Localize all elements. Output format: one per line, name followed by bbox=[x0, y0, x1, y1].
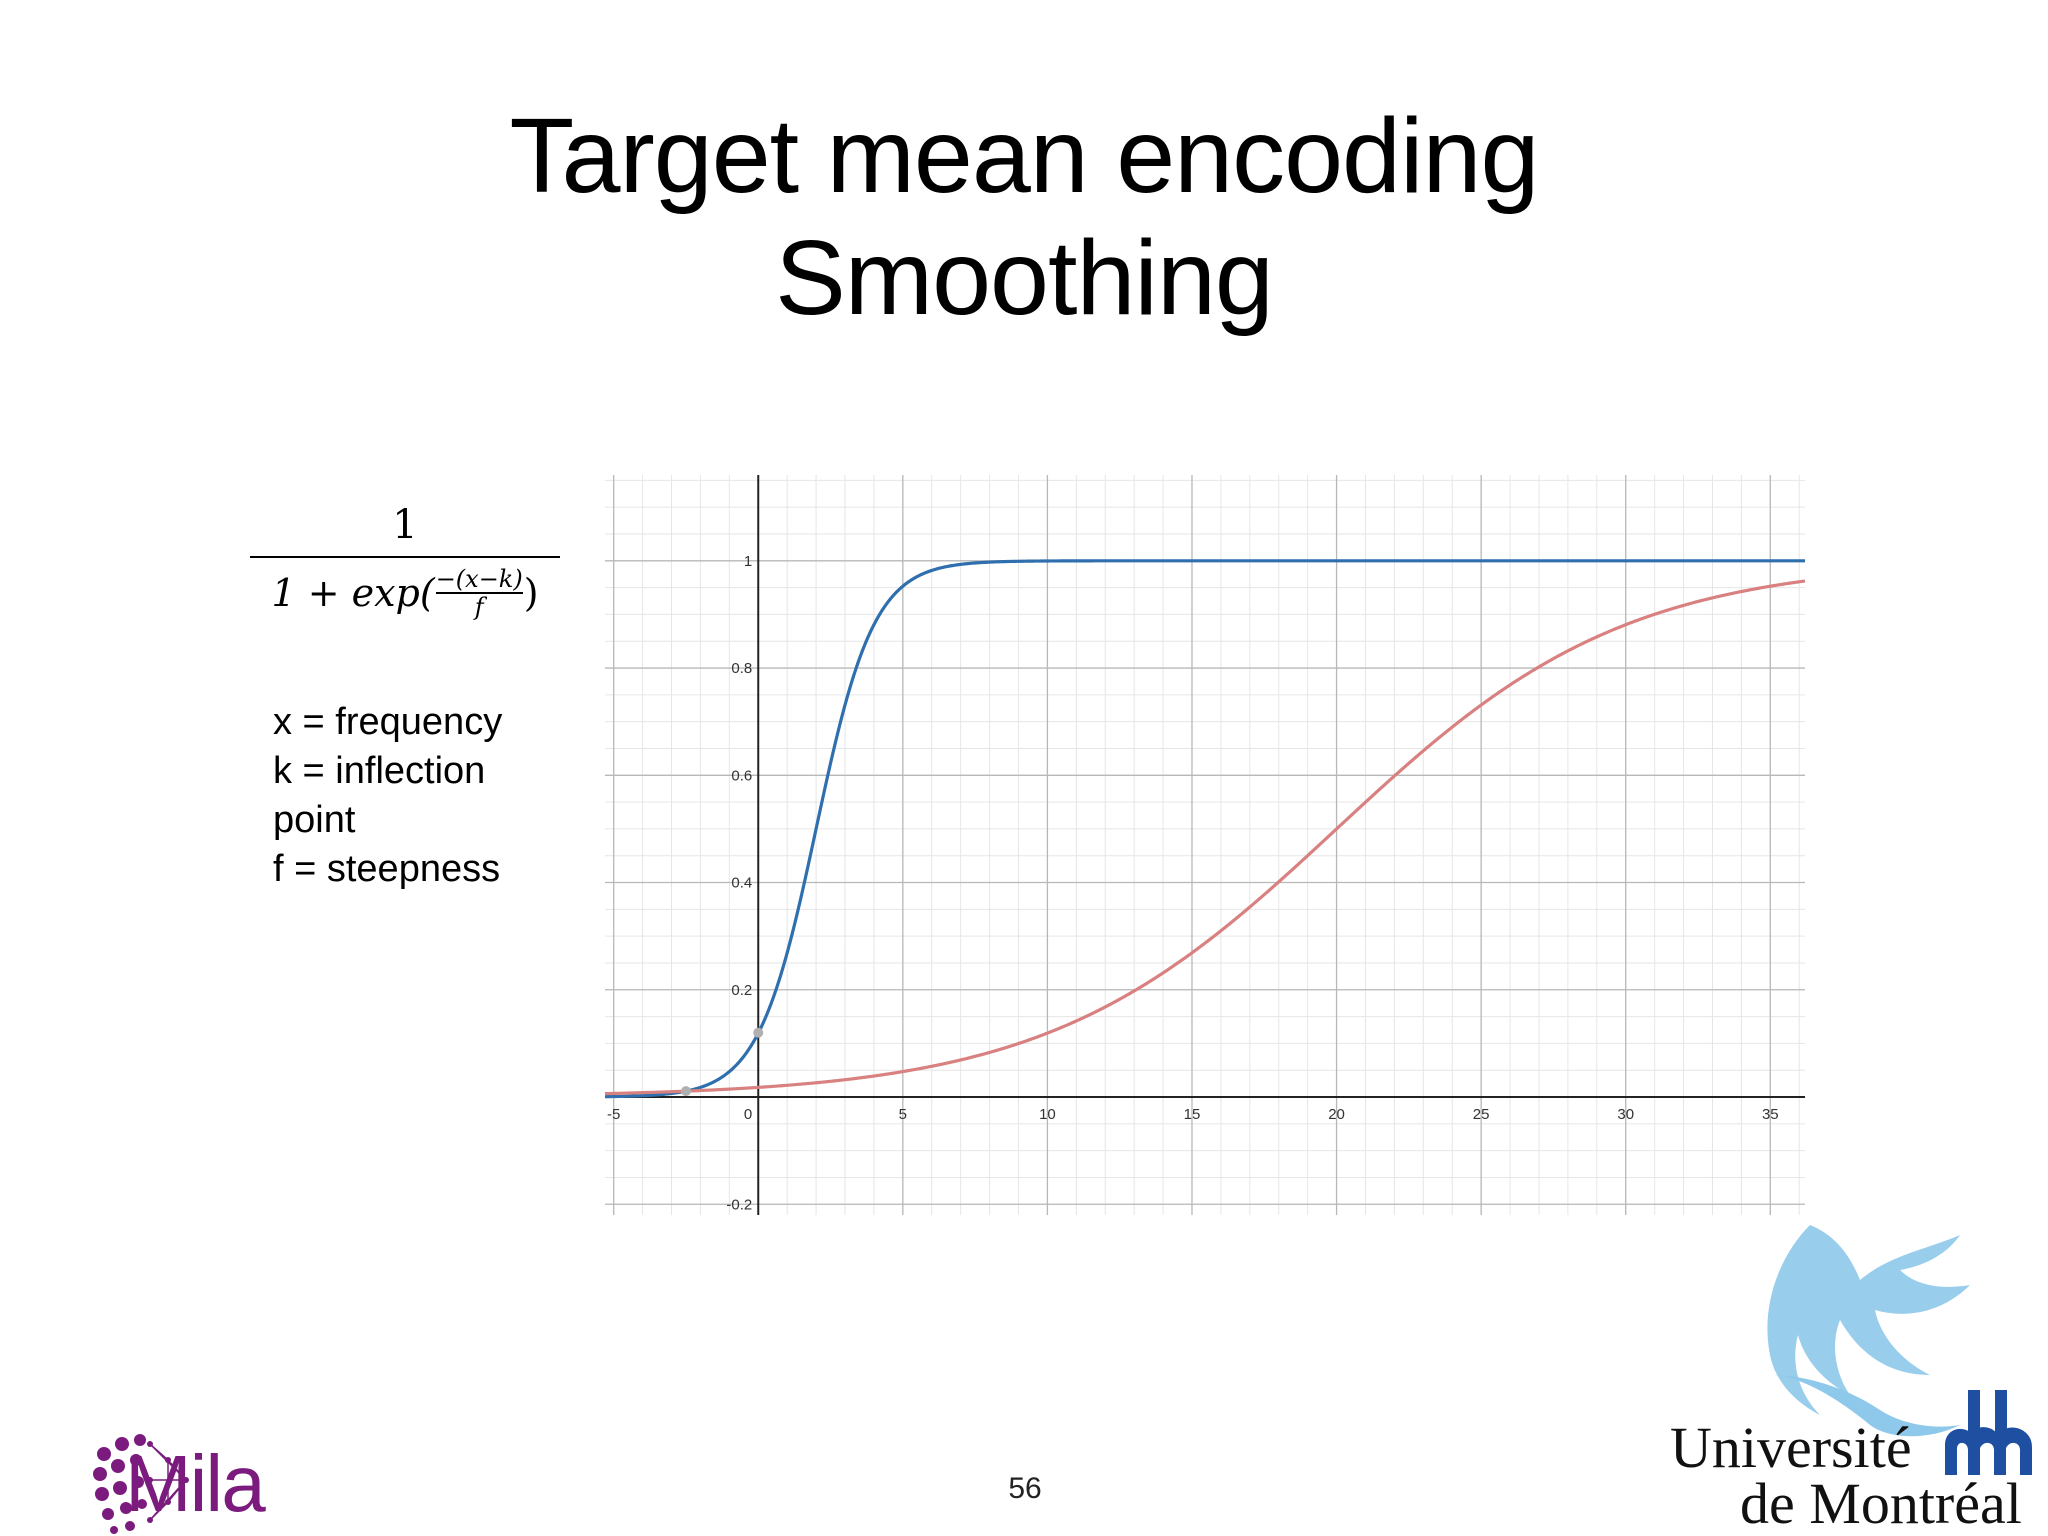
x-tick-label: 5 bbox=[899, 1106, 907, 1123]
page-number: 56 bbox=[990, 1472, 1060, 1506]
formula-inner-denominator: f bbox=[475, 594, 484, 620]
variable-line-1: x = frequency bbox=[273, 698, 573, 747]
x-tick-label: 20 bbox=[1328, 1106, 1345, 1123]
formula-inner-fraction: −(x−k) f bbox=[436, 566, 523, 620]
y-tick-label: -0.2 bbox=[726, 1196, 752, 1213]
formula-denominator-suffix: ) bbox=[524, 570, 539, 616]
x-tick-label: -5 bbox=[607, 1106, 620, 1123]
variable-line-2: k = inflection bbox=[273, 747, 573, 796]
x-tick-label: 10 bbox=[1039, 1106, 1056, 1123]
x-tick-label: 35 bbox=[1762, 1106, 1779, 1123]
x-tick-label: 30 bbox=[1617, 1106, 1634, 1123]
title-line-1: Target mean encoding bbox=[0, 95, 2048, 217]
slide-title: Target mean encoding Smoothing bbox=[0, 95, 2048, 339]
formula-numerator: 1 bbox=[250, 500, 560, 550]
title-line-2: Smoothing bbox=[0, 217, 2048, 339]
sigmoid-formula: 1 1 + exp( −(x−k) f ) bbox=[250, 500, 560, 620]
udem-monogram-icon bbox=[1940, 1390, 2035, 1475]
highlight-point bbox=[753, 1028, 763, 1038]
y-tick-label: 0.2 bbox=[731, 982, 752, 999]
formula-fraction-bar bbox=[250, 556, 560, 558]
x-tick-label: 25 bbox=[1473, 1106, 1490, 1123]
y-tick-label: 0.4 bbox=[731, 875, 752, 892]
y-tick-label: 0.8 bbox=[731, 660, 752, 677]
variable-line-3: point bbox=[273, 796, 573, 845]
highlight-point bbox=[681, 1086, 691, 1096]
origin-label: 0 bbox=[744, 1106, 752, 1123]
udem-line-2: de Montréal bbox=[1670, 1476, 2040, 1532]
formula-denominator-prefix: 1 + exp( bbox=[271, 570, 434, 616]
sigmoid-chart: -5 5 10 15 20 25 30 35 0.2 0.4 0.6 0.8 1 -0.2 0 bbox=[600, 470, 1820, 1220]
x-tick-label: 15 bbox=[1184, 1106, 1201, 1123]
formula-denominator: 1 + exp( −(x−k) f ) bbox=[250, 566, 560, 620]
y-tick-label: 1 bbox=[744, 553, 752, 570]
variable-legend: x = frequency k = inflection point f = s… bbox=[273, 698, 573, 894]
mila-logo-text: Mila bbox=[125, 1438, 264, 1530]
y-tick-label: 0.6 bbox=[731, 767, 752, 784]
variable-line-4: f = steepness bbox=[273, 845, 573, 894]
formula-inner-numerator: −(x−k) bbox=[436, 566, 523, 592]
